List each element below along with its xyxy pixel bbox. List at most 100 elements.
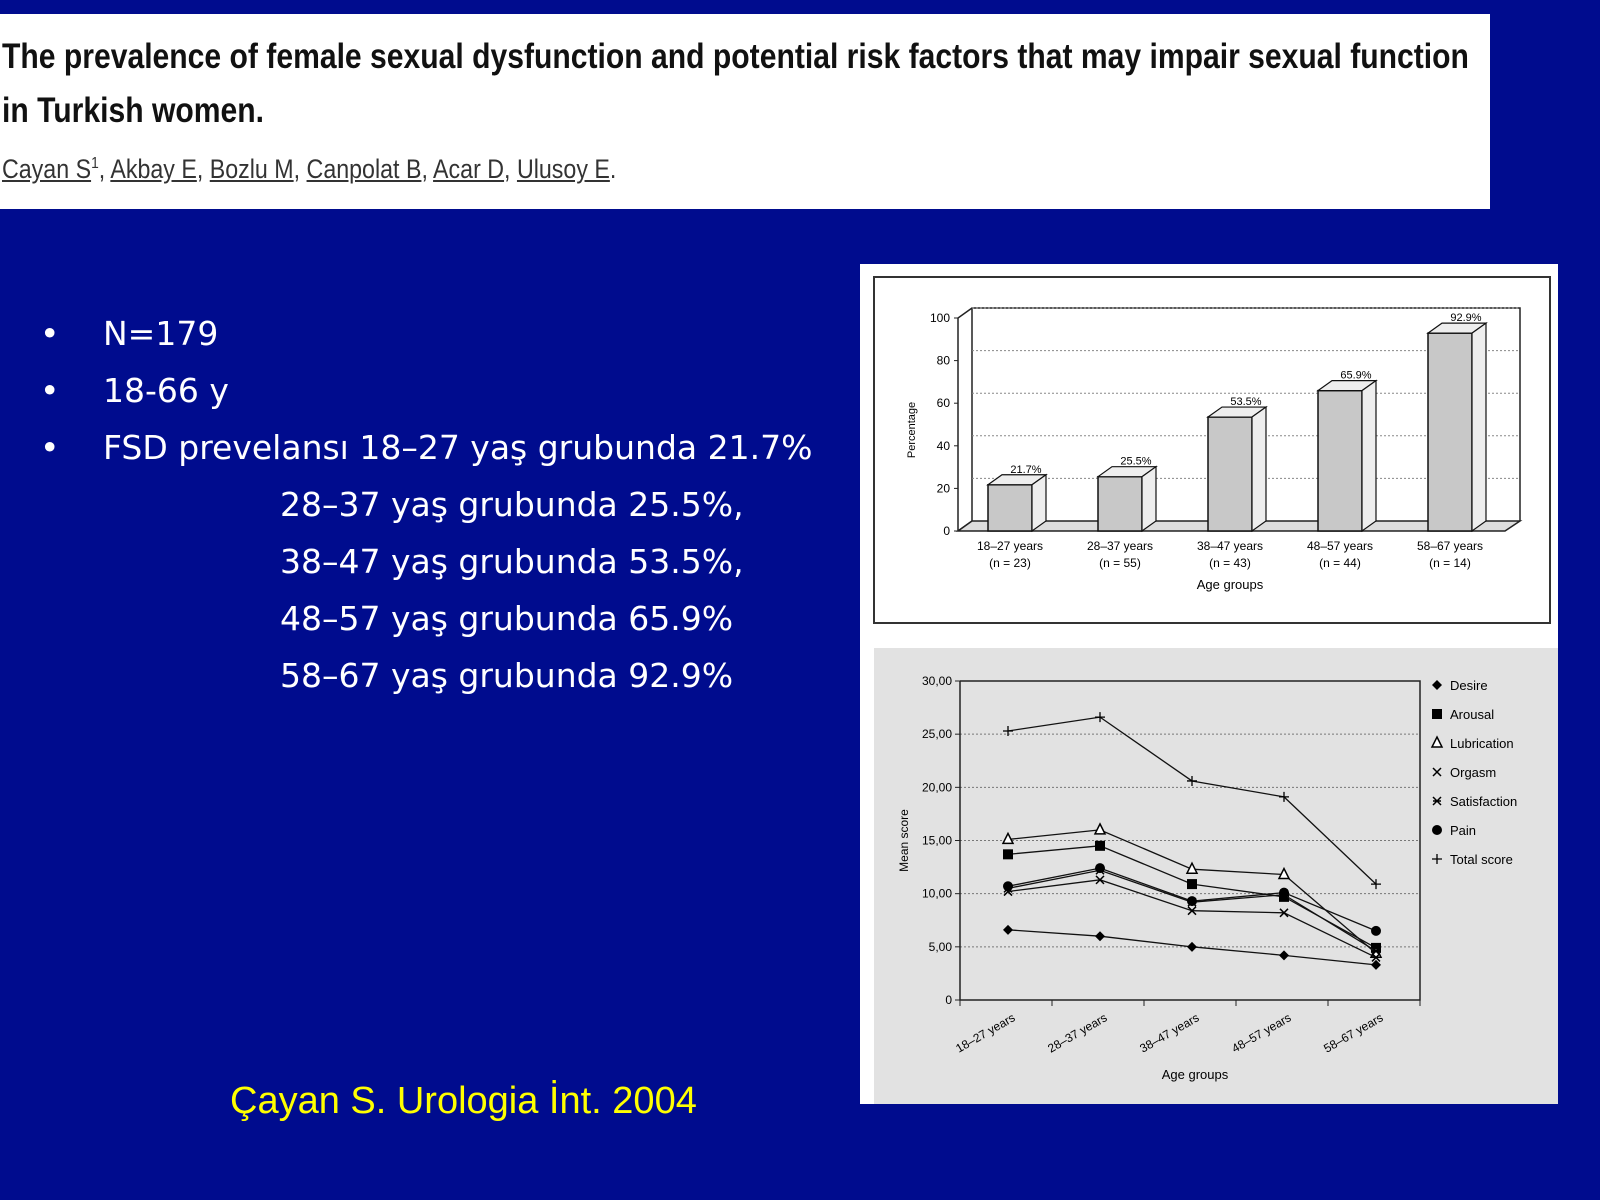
legend-marker-orgasm <box>1432 767 1442 777</box>
bar-y-axis-title: Percentage <box>906 402 918 458</box>
bar-y-tick-label: 0 <box>943 524 950 538</box>
line-point-orgasm <box>1095 875 1105 885</box>
bar-side <box>1361 379 1377 533</box>
line-point-desire <box>1371 959 1381 970</box>
bar-x-n-label: (n = 44) <box>1319 556 1361 570</box>
line-point-pain <box>1371 925 1381 936</box>
article-header: The prevalence of female sexual dysfunct… <box>0 14 1490 209</box>
legend-marker-pain <box>1432 825 1442 835</box>
legend-label-orgasm: Orgasm <box>1450 765 1496 780</box>
line-point-desire <box>1187 941 1197 952</box>
author-link[interactable]: Acar D <box>433 154 505 184</box>
bullet-item: • 18-66 y <box>40 371 229 410</box>
sub-line: 28–37 yaş grubunda 25.5%, <box>280 485 744 524</box>
line-point-lubrication <box>1185 861 1199 874</box>
bar-y-tick-label: 80 <box>937 354 951 368</box>
legend-marker-lubrication <box>1430 735 1444 748</box>
line-point-arousal <box>1187 879 1197 890</box>
bar-x-axis-title: Age groups <box>1197 577 1264 592</box>
author-link[interactable]: Bozlu M <box>209 154 294 184</box>
legend-label-total-score: Total score <box>1450 852 1513 867</box>
bar-data-label: 92.9% <box>1450 312 1481 324</box>
bar-data-label: 53.5% <box>1230 396 1261 408</box>
legend-label-satisfaction: Satisfaction <box>1450 794 1517 809</box>
line-y-tick-label: 30,00 <box>922 674 952 688</box>
bar <box>1317 389 1363 532</box>
author-link[interactable]: Cayan S <box>2 154 92 184</box>
line-x-axis-title: Age groups <box>1162 1067 1229 1082</box>
legend-marker-arousal <box>1432 709 1442 719</box>
line-point-arousal <box>1095 840 1105 851</box>
line-point-lubrication <box>1093 822 1107 835</box>
line-point-pain <box>1279 887 1289 898</box>
bar-side <box>1251 405 1267 533</box>
line-point-lubrication <box>1001 831 1015 845</box>
line-point-pain <box>1187 896 1197 907</box>
figure-panel: 0 20 40 60 80 100 Percentage 21.7% 18–27 years (n… <box>860 264 1558 1104</box>
bar-y-tick-label: 40 <box>937 439 951 453</box>
bar-y-tick-label: 20 <box>937 481 951 495</box>
bullet-text: N=179 <box>103 314 219 353</box>
bar-data-label: 65.9% <box>1340 370 1371 382</box>
line-y-tick-label: 25,00 <box>922 727 952 741</box>
legend-marker-satisfaction <box>1432 796 1442 806</box>
bullet-text: FSD prevelansı 18–27 yaş grubunda 21.7% <box>103 428 813 467</box>
bullet-text: 18-66 y <box>103 371 229 410</box>
line-point-pain <box>1095 863 1105 874</box>
article-title: The prevalence of female sexual dysfunct… <box>2 37 1469 130</box>
line-y-tick-label: 15,00 <box>922 834 952 848</box>
sub-line: 48–57 yaş grubunda 65.9% <box>280 599 734 638</box>
bar-x-tick-label: 58–67 years <box>1417 539 1483 553</box>
legend-marker-total-score <box>1432 854 1442 864</box>
bullet-list: • N=179 • 18-66 y • FSD prevelansı 18–27 ya… <box>40 305 812 704</box>
line-point-satisfaction <box>1371 946 1381 956</box>
line-point-pain <box>1003 881 1013 892</box>
line-y-tick-label: 20,00 <box>922 780 952 794</box>
line-point-total-score <box>1003 725 1013 736</box>
line-point-total-score <box>1371 879 1381 890</box>
line-point-desire <box>1003 924 1013 935</box>
line-y-tick-label: 10,00 <box>922 887 952 901</box>
bar-x-n-label: (n = 43) <box>1209 556 1251 570</box>
legend-label-arousal: Arousal <box>1450 707 1494 722</box>
legend-label-desire: Desire <box>1450 678 1488 693</box>
bar-x-tick-label: 28–37 years <box>1087 539 1153 553</box>
legend-label-lubrication: Lubrication <box>1450 736 1514 751</box>
legend-marker-desire <box>1432 680 1442 690</box>
bar <box>1427 332 1473 532</box>
bar-side <box>1471 321 1487 533</box>
bar-x-n-label: (n = 55) <box>1099 556 1141 570</box>
line-y-tick-label: 5,00 <box>929 940 953 954</box>
line-point-total-score <box>1095 712 1105 723</box>
sub-line: 38–47 yaş grubunda 53.5%, <box>280 542 744 581</box>
bar <box>1097 475 1143 532</box>
line-point-orgasm <box>1187 906 1197 916</box>
charts-svg: 0 20 40 60 80 100 Percentage 21.7% 18–27 years (n… <box>873 276 1558 1104</box>
line-point-arousal <box>1003 849 1013 860</box>
bar-x-tick-label: 18–27 years <box>977 539 1043 553</box>
bar-data-label: 25.5% <box>1120 456 1151 468</box>
legend-label-pain: Pain <box>1450 823 1476 838</box>
author-link[interactable]: Akbay E <box>110 154 197 184</box>
author-link[interactable]: Ulusoy E <box>516 154 610 184</box>
line-point-desire <box>1279 950 1289 961</box>
author-link[interactable]: Canpolat B <box>306 154 422 184</box>
affiliation-sup: 1 <box>91 155 99 172</box>
author-list: Cayan S1, Akbay E, Bozlu M, Canpolat B, … <box>2 154 617 184</box>
sub-line: 58–67 yaş grubunda 92.9% <box>280 656 734 695</box>
bar-x-n-label: (n = 14) <box>1429 556 1471 570</box>
line-chart-bg <box>874 648 1558 1104</box>
line-y-axis-title: Mean score <box>897 809 911 872</box>
bar-y-tick-label: 100 <box>930 311 950 325</box>
bar-side <box>1031 473 1047 533</box>
line-y-tick-label: 0 <box>945 993 952 1007</box>
bullet-item: • N=179 <box>40 314 219 353</box>
bar-x-n-label: (n = 23) <box>989 556 1031 570</box>
bar <box>987 484 1033 532</box>
bar-y-tick-label: 60 <box>937 396 951 410</box>
citation: Çayan S. Urologia İnt. 2004 <box>230 1080 697 1122</box>
bar <box>1207 416 1253 532</box>
line-point-desire <box>1095 931 1105 942</box>
line-point-total-score <box>1279 791 1289 802</box>
bar-x-tick-label: 38–47 years <box>1197 539 1263 553</box>
